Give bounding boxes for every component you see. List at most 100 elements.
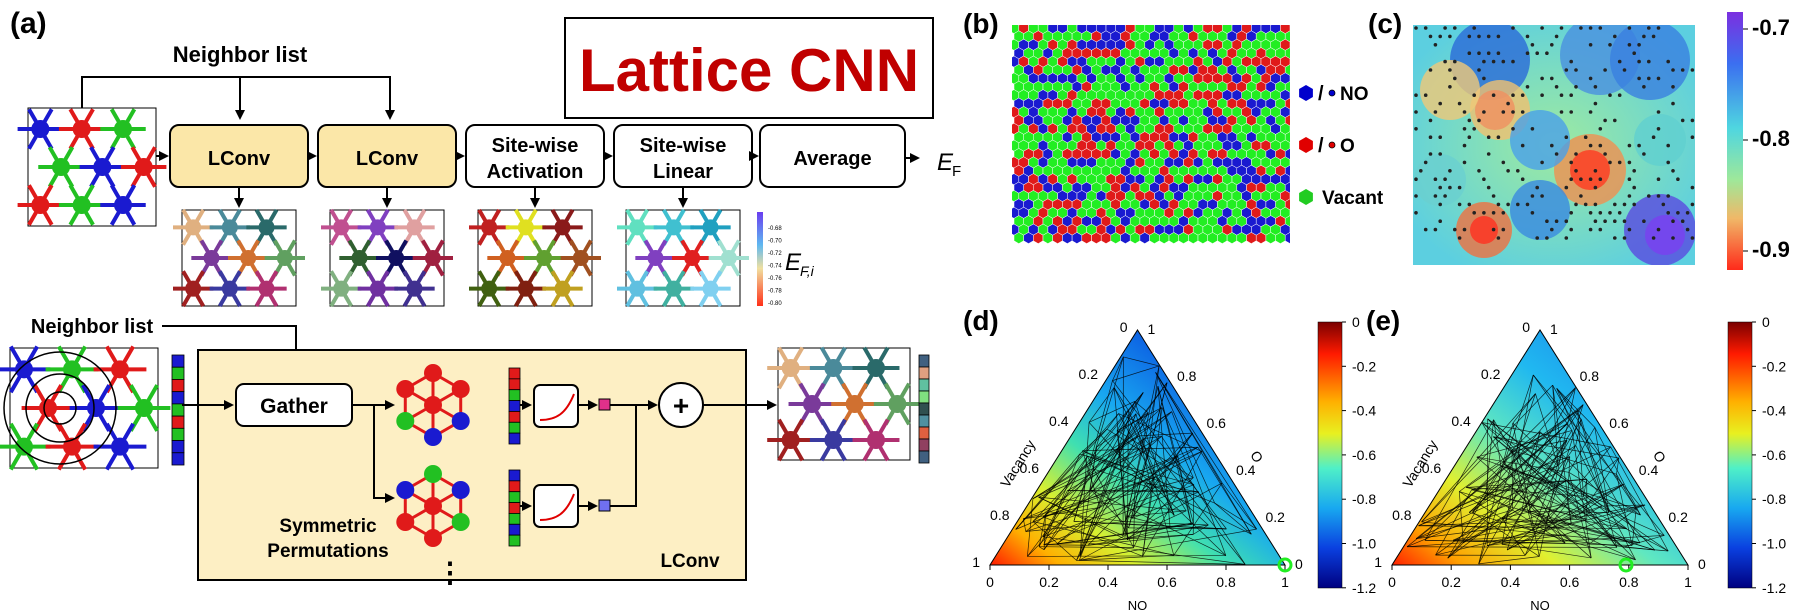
panel-a-label: (a) bbox=[10, 7, 47, 40]
axis-bottom-label: NO bbox=[1530, 598, 1550, 613]
feature-map-2 bbox=[321, 208, 453, 308]
colorbar-tick: 0 bbox=[1762, 314, 1770, 330]
activation-function-2 bbox=[533, 484, 579, 528]
left-tick: 0 bbox=[1522, 319, 1530, 335]
colorbar-tick: -1.0 bbox=[1762, 536, 1786, 552]
colorbar-c bbox=[1727, 12, 1743, 270]
mini-colorbar-tick: -0.72 bbox=[768, 251, 782, 257]
input-feature-vector bbox=[171, 354, 185, 466]
right-tick: 0.4 bbox=[1236, 462, 1256, 478]
site-energy-subscript: F,i bbox=[800, 263, 815, 279]
pipeline-box-line1: Site-wise bbox=[640, 135, 727, 157]
left-tick: 0.6 bbox=[1422, 460, 1442, 476]
highlighted-point bbox=[1277, 557, 1293, 573]
colorbar-tick: -0.6 bbox=[1352, 447, 1376, 463]
legend-item-2: / O bbox=[1299, 135, 1355, 157]
colorbar-tick: 0 bbox=[1352, 314, 1360, 330]
legend-item-3: Vacant bbox=[1299, 188, 1384, 209]
output-lattice bbox=[767, 346, 921, 462]
panel-d-label: (d) bbox=[963, 305, 999, 336]
bottom-tick: 0 bbox=[1388, 574, 1396, 590]
colorbar-c-tick: -0.7 bbox=[1752, 15, 1790, 40]
output-ef-label: E bbox=[937, 149, 954, 176]
triangulation-mesh bbox=[1406, 374, 1669, 565]
legend-label: NO bbox=[1340, 84, 1369, 105]
pipeline-box-2: LConv bbox=[317, 124, 457, 188]
mini-colorbar-tick: -0.78 bbox=[768, 289, 782, 295]
mini-colorbar-tick: -0.74 bbox=[768, 264, 782, 270]
bottom-tick: 0.6 bbox=[1157, 574, 1177, 590]
axis-bottom-label: NO bbox=[1128, 598, 1148, 613]
triangulation-mesh bbox=[1015, 356, 1257, 565]
cluster-vector-2 bbox=[508, 469, 521, 547]
bottom-tick: 0.2 bbox=[1441, 574, 1461, 590]
gather-to-cluster-2 bbox=[373, 405, 395, 503]
pipeline-box-line1: LConv bbox=[356, 148, 419, 170]
lattice-configuration-map bbox=[1012, 25, 1290, 244]
panel-e-label: (e) bbox=[1366, 305, 1400, 336]
pipeline-box-line2: Activation bbox=[487, 161, 584, 183]
pipeline-box-line1: LConv bbox=[208, 148, 271, 170]
gather-label: Gather bbox=[260, 395, 328, 418]
right-tick: 1 bbox=[1148, 321, 1156, 337]
colorbar-tick: -0.8 bbox=[1762, 491, 1786, 507]
left-tick: 0.6 bbox=[1020, 460, 1040, 476]
bottom-tick: 0.4 bbox=[1098, 574, 1118, 590]
colorbar-tick: -0.4 bbox=[1762, 403, 1786, 419]
colorbar-tick: -1.0 bbox=[1352, 536, 1376, 552]
left-tick: 0.8 bbox=[1392, 507, 1412, 523]
colorbar-tick: -0.8 bbox=[1352, 491, 1376, 507]
left-tick: 1 bbox=[972, 554, 980, 570]
pipeline-box-5: Average bbox=[759, 124, 906, 188]
right-tick: 0.6 bbox=[1609, 415, 1629, 431]
site-energy-heatmap bbox=[1413, 25, 1695, 265]
colorbar-tick: -0.2 bbox=[1762, 358, 1786, 374]
highlighted-point bbox=[1618, 557, 1634, 573]
right-tick: 0.8 bbox=[1177, 368, 1197, 384]
feature-map-1 bbox=[173, 208, 305, 308]
symmetric-label-1: Symmetric bbox=[279, 516, 377, 537]
bottom-tick: 0.8 bbox=[1216, 574, 1236, 590]
legend-prefix: / bbox=[1318, 135, 1324, 157]
feature-map-3 bbox=[469, 208, 601, 308]
pipeline-box-line1: Site-wise bbox=[492, 135, 579, 157]
right-tick: 0.8 bbox=[1580, 368, 1600, 384]
output-ef-subscript: F bbox=[952, 163, 961, 180]
bottom-tick: 0.2 bbox=[1039, 574, 1059, 590]
pipeline-box-4: Site-wise Linear bbox=[613, 124, 753, 188]
right-tick: 0 bbox=[1698, 556, 1706, 572]
right-tick: 1 bbox=[1550, 321, 1558, 337]
right-tick: 0.2 bbox=[1668, 509, 1688, 525]
panel-c-label: (c) bbox=[1368, 8, 1402, 39]
legend-label: Vacant bbox=[1322, 188, 1384, 209]
pipeline-box-3: Site-wise Activation bbox=[465, 124, 605, 188]
neighbor-cluster-2 bbox=[396, 465, 470, 547]
pipeline-box-line2: Linear bbox=[653, 161, 713, 183]
colorbar-tick: -1.2 bbox=[1762, 580, 1786, 596]
right-tick: 0 bbox=[1295, 556, 1303, 572]
colorbar-c-tick: -0.9 bbox=[1752, 237, 1790, 262]
activation-function-1 bbox=[533, 384, 579, 428]
colorbar-tick: -0.6 bbox=[1762, 447, 1786, 463]
bottom-tick: 1 bbox=[1281, 574, 1289, 590]
pipeline-box-line1: Average bbox=[793, 148, 871, 170]
left-tick: 0.8 bbox=[990, 507, 1010, 523]
pipeline-box-1: LConv bbox=[169, 124, 309, 188]
right-tick: 0.2 bbox=[1266, 509, 1286, 525]
bottom-tick: 0.8 bbox=[1619, 574, 1639, 590]
bottom-tick: 0.4 bbox=[1501, 574, 1521, 590]
colorbar-jet bbox=[1727, 321, 1753, 589]
output-feature-vector bbox=[918, 354, 930, 464]
left-tick: 0.2 bbox=[1481, 366, 1501, 382]
mini-colorbar-tick: -0.80 bbox=[768, 301, 782, 307]
legend-item-1: / NO bbox=[1299, 83, 1369, 105]
colorbar-tick: -1.2 bbox=[1352, 580, 1376, 596]
colorbar-tick: -0.4 bbox=[1352, 403, 1376, 419]
left-tick: 0 bbox=[1120, 319, 1128, 335]
bottom-tick: 0.6 bbox=[1560, 574, 1580, 590]
left-tick: 1 bbox=[1374, 554, 1382, 570]
ellipsis: ⋮ bbox=[436, 557, 464, 588]
left-tick: 0.4 bbox=[1049, 413, 1069, 429]
neighbor-list-mid-label: Neighbor list bbox=[31, 316, 154, 338]
